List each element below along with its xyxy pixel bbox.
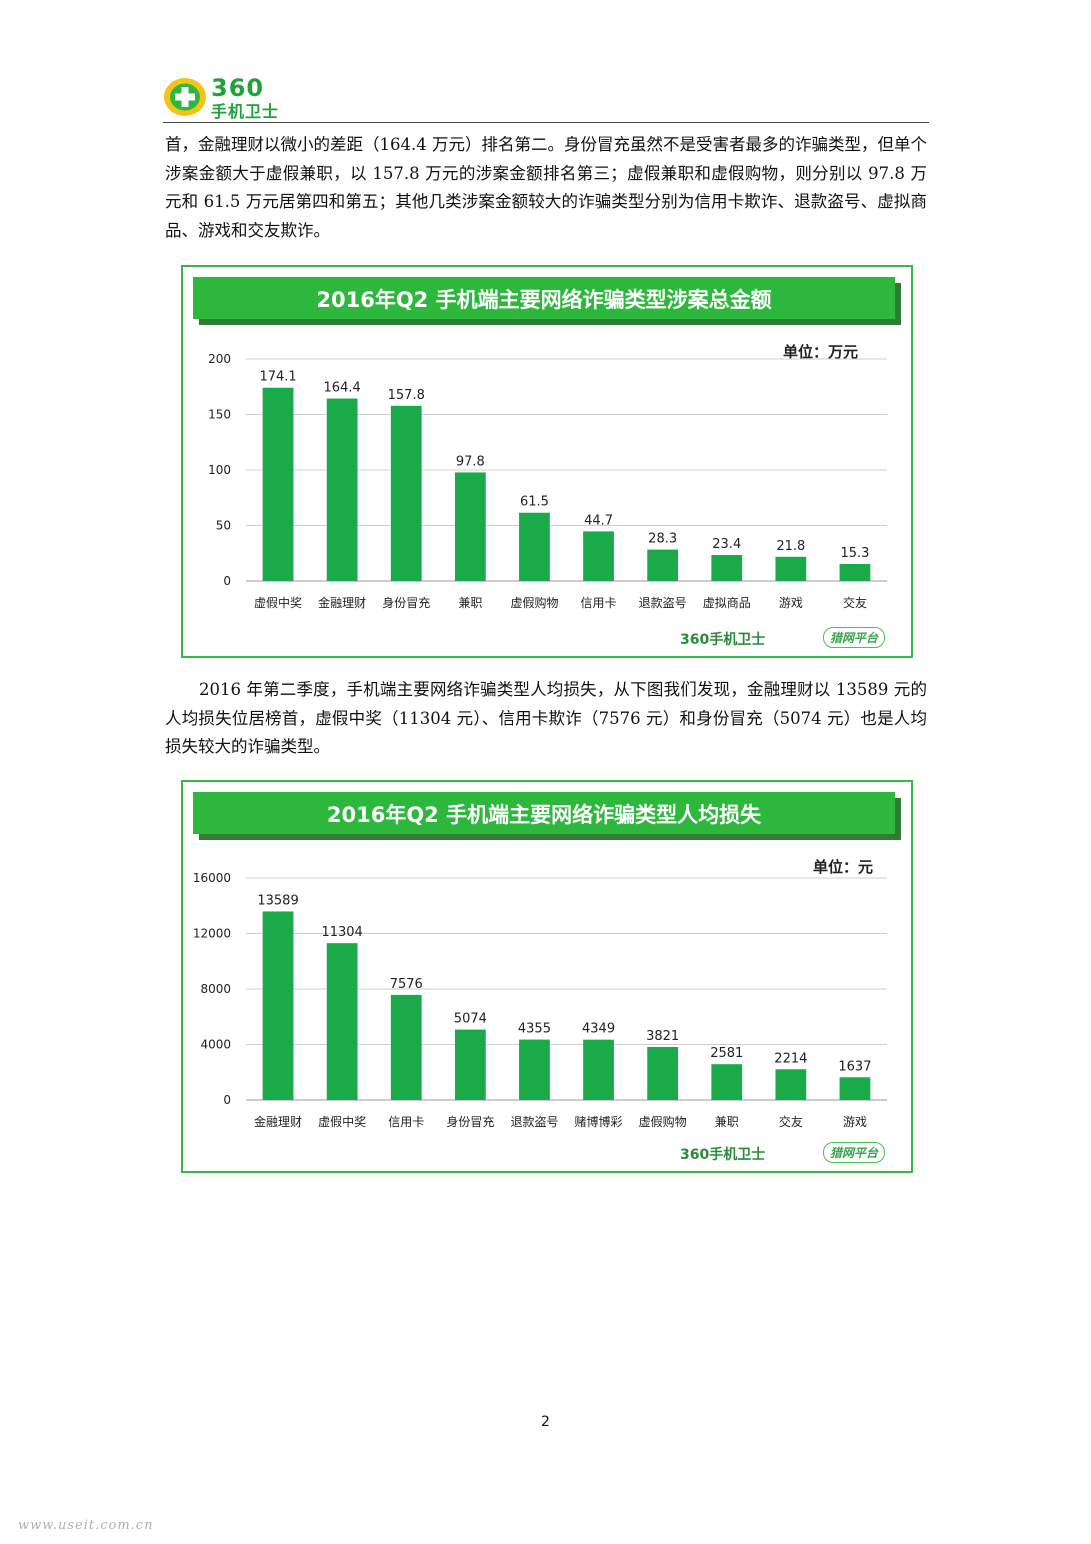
page-number: 2 <box>541 1414 550 1430</box>
y-tick-label: 8000 <box>200 982 231 996</box>
x-tick-label: 身份冒充 <box>446 1114 494 1129</box>
data-label: 13589 <box>257 893 298 908</box>
y-tick-label: 12000 <box>193 927 231 941</box>
chart-per-capita-loss: 2016年Q2 手机端主要网络诈骗类型人均损失 单位：元 0 4000 8000 12… <box>181 780 913 1173</box>
watermark-logo: 360手机卫士 <box>680 1147 766 1163</box>
x-tick-label: 兼职 <box>715 1115 739 1129</box>
x-tick-label: 信用卡 <box>388 1115 424 1129</box>
y-tick-label: 50 <box>216 519 231 533</box>
page-header: 360 手机卫士 <box>163 74 929 123</box>
data-label: 21.8 <box>776 539 805 554</box>
x-tick-label: 虚拟商品 <box>703 595 751 610</box>
y-tick-label: 0 <box>223 574 231 588</box>
chart-title: 2016年Q2 手机端主要网络诈骗类型涉案总金额 <box>316 288 772 312</box>
data-label: 3821 <box>646 1029 679 1044</box>
y-tick-label: 16000 <box>193 871 231 885</box>
bar <box>647 549 679 581</box>
bar <box>262 387 294 581</box>
bar <box>390 405 422 581</box>
chart-unit-label: 单位：万元 <box>783 343 859 361</box>
bar <box>454 472 486 581</box>
data-label: 11304 <box>321 925 362 940</box>
bar <box>390 994 422 1100</box>
x-tick-label: 游戏 <box>779 596 803 610</box>
logo-subtitle: 手机卫士 <box>211 102 280 121</box>
bar <box>326 943 358 1100</box>
y-tick-label: 150 <box>208 408 231 422</box>
data-label: 4349 <box>582 1022 615 1037</box>
x-tick-label: 虚假中奖 <box>254 595 302 610</box>
x-tick-label: 虚假购物 <box>510 595 558 610</box>
x-tick-label: 退款盗号 <box>639 595 687 610</box>
data-label: 28.3 <box>648 532 677 547</box>
bar <box>262 911 294 1100</box>
logo-number: 360 <box>211 74 265 102</box>
chart-unit-label: 单位：元 <box>813 858 874 876</box>
bar <box>711 1064 743 1100</box>
plus-badge-icon <box>164 78 206 116</box>
x-tick-label: 金融理财 <box>254 1114 302 1129</box>
chart-total-amount: 2016年Q2 手机端主要网络诈骗类型涉案总金额 单位：万元 0 50 100 150… <box>181 265 913 658</box>
x-tick-label: 退款盗号 <box>510 1114 558 1129</box>
x-tick-label: 虚假中奖 <box>318 1114 366 1129</box>
data-label: 7576 <box>390 977 423 992</box>
footer-watermark-url: www.useit.com.cn <box>18 1518 154 1533</box>
y-tick-label: 0 <box>223 1093 231 1107</box>
bar <box>583 1039 614 1100</box>
bar <box>775 1069 807 1100</box>
chart-title-banner: 2016年Q2 手机端主要网络诈骗类型涉案总金额 <box>193 277 895 319</box>
data-label: 2214 <box>774 1051 807 1066</box>
bar <box>454 1029 486 1100</box>
bar-chart-plot: 0 50 100 150 200 174.1 虚假中奖 164.4 金融理财 157.8 身份冒充 9… <box>208 352 887 610</box>
bar <box>519 1039 550 1100</box>
data-label: 164.4 <box>324 381 361 396</box>
x-tick-label: 金融理财 <box>318 595 366 610</box>
y-tick-label: 100 <box>208 463 231 477</box>
chart-title-banner: 2016年Q2 手机端主要网络诈骗类型人均损失 <box>193 792 895 834</box>
x-tick-label: 交友 <box>779 1114 803 1129</box>
x-tick-label: 游戏 <box>843 1115 867 1129</box>
y-tick-label: 4000 <box>200 1038 231 1052</box>
bar <box>326 398 358 581</box>
x-tick-label: 虚假购物 <box>639 1114 687 1129</box>
x-tick-label: 身份冒充 <box>382 595 430 610</box>
x-tick-label: 交友 <box>843 595 867 610</box>
y-tick-label: 200 <box>208 352 231 366</box>
data-label: 61.5 <box>520 495 549 510</box>
bar-chart-plot: 0 4000 8000 12000 16000 13589 金融理财 11304 虚假中奖 757… <box>193 871 887 1129</box>
data-label: 23.4 <box>712 537 741 552</box>
x-tick-label: 赌博博彩 <box>575 1114 623 1129</box>
data-label: 157.8 <box>388 388 425 403</box>
bar <box>711 555 743 581</box>
data-label: 44.7 <box>584 513 613 528</box>
bar <box>839 564 871 581</box>
data-label: 5074 <box>454 1012 487 1027</box>
data-label: 15.3 <box>840 546 869 561</box>
body-paragraph: 2016 年第二季度，手机端主要网络诈骗类型人均损失，从下图我们发现，金融理财以… <box>165 680 927 756</box>
bar <box>775 556 807 581</box>
data-label: 97.8 <box>456 454 485 469</box>
bar <box>647 1046 679 1100</box>
360-logo: 360 手机卫士 <box>163 74 303 121</box>
chart-title: 2016年Q2 手机端主要网络诈骗类型人均损失 <box>326 803 762 827</box>
x-tick-label: 信用卡 <box>581 596 617 610</box>
data-label: 4355 <box>518 1022 551 1037</box>
x-tick-label: 兼职 <box>458 596 482 610</box>
data-label: 174.1 <box>259 370 296 385</box>
body-paragraph: 首，金融理财以微小的差距（164.4 万元）排名第二。身份冒充虽然不是受害者最多… <box>165 135 927 240</box>
bar <box>583 531 614 581</box>
bar <box>839 1077 871 1100</box>
watermark-platform: 猎网平台 <box>823 1142 886 1163</box>
bar <box>519 512 550 581</box>
watermark-platform: 猎网平台 <box>823 627 886 648</box>
watermark-logo: 360手机卫士 <box>680 632 766 648</box>
data-label: 1637 <box>838 1059 871 1074</box>
data-label: 2581 <box>710 1046 743 1061</box>
